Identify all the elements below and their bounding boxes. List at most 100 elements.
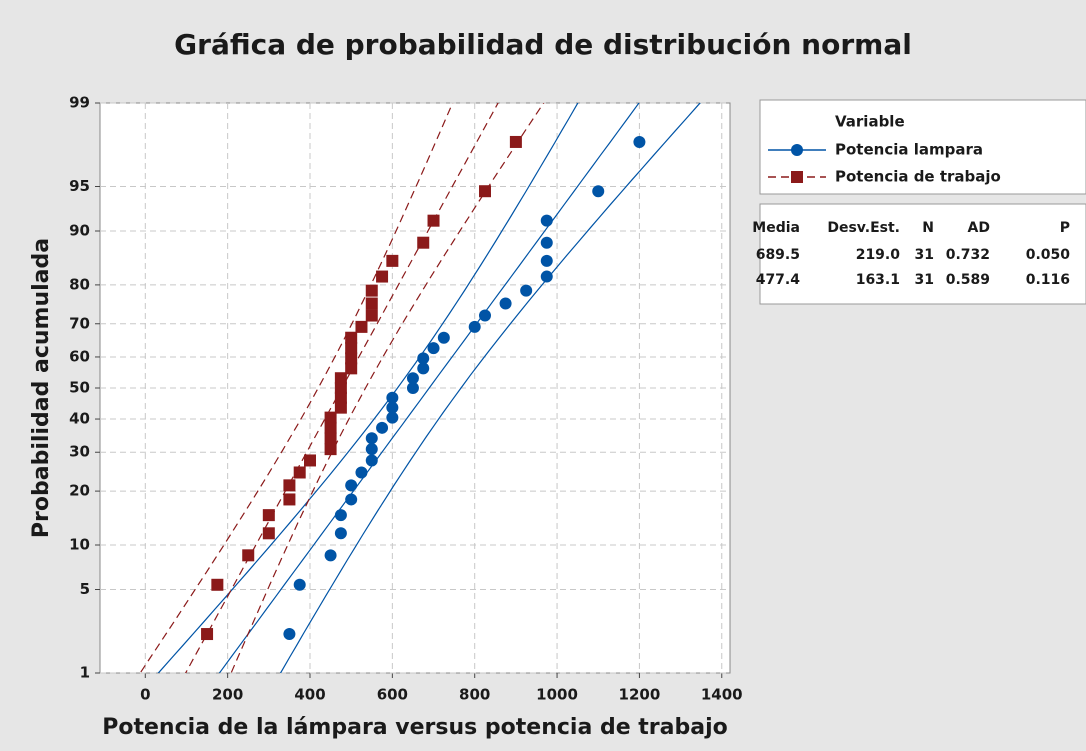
point: [345, 342, 358, 355]
point: [365, 309, 378, 322]
stats-table-box: [759, 203, 1086, 305]
point: [633, 135, 646, 148]
y-tick-label: 99: [69, 94, 90, 112]
table-cell: 0.050: [1026, 247, 1071, 263]
y-tick-label: 40: [69, 410, 90, 428]
point: [365, 443, 378, 456]
table-cell: 0.732: [946, 247, 990, 263]
point: [293, 578, 306, 591]
point: [334, 382, 347, 394]
point: [334, 391, 347, 404]
y-tick-label: 10: [69, 536, 90, 554]
point: [520, 284, 533, 297]
x-tick-label: 1200: [619, 686, 661, 704]
point: [540, 236, 553, 249]
point: [324, 432, 337, 445]
point: [334, 527, 347, 540]
y-tick-label: 50: [69, 379, 90, 397]
point: [509, 135, 522, 148]
y-tick-label: 70: [69, 314, 90, 332]
y-tick-label: 30: [69, 443, 90, 461]
table-cell: 31: [915, 272, 934, 288]
x-tick-label: 0: [140, 686, 150, 704]
table-header: Desv.Est.: [827, 220, 900, 236]
point: [592, 185, 605, 198]
x-tick-label: 200: [212, 686, 243, 704]
x-tick-label: 400: [294, 686, 325, 704]
table-cell: 0.116: [1026, 272, 1070, 288]
legend-label: Potencia lampara: [835, 141, 983, 159]
point: [540, 214, 553, 227]
ci-upper: [279, 103, 701, 673]
legend-marker: [791, 171, 803, 183]
point: [262, 527, 275, 540]
ci-upper: [230, 103, 545, 673]
point: [304, 454, 316, 467]
point: [540, 254, 553, 267]
y-tick-label: 5: [80, 580, 90, 598]
point: [345, 493, 358, 506]
point: [283, 628, 296, 641]
point: [376, 270, 389, 283]
table-cell: 477.4: [756, 272, 801, 288]
point: [365, 454, 378, 467]
point: [334, 401, 347, 414]
point: [468, 320, 481, 333]
point: [324, 421, 337, 434]
point: [479, 185, 491, 198]
table-cell: 689.5: [756, 247, 800, 263]
table-header: N: [922, 220, 934, 236]
chart-title: Gráfica de probabilidad de distribución …: [174, 28, 912, 61]
ci-lower: [139, 103, 454, 673]
point: [499, 297, 512, 310]
point: [386, 411, 399, 424]
legend-box: [759, 99, 1086, 195]
x-tick-label: 600: [377, 686, 408, 704]
legend-title: Variable: [835, 113, 905, 131]
point: [417, 362, 430, 375]
x-tick-label: 800: [459, 686, 490, 704]
point: [355, 320, 368, 333]
point: [427, 214, 440, 227]
point: [417, 352, 430, 365]
point: [376, 421, 389, 434]
y-axis-label: Probabilidad acumulada: [29, 238, 54, 538]
legend-label: Potencia de trabajo: [835, 168, 1001, 186]
y-tick-label: 60: [69, 347, 90, 365]
table-cell: 163.1: [856, 272, 900, 288]
point: [242, 549, 255, 562]
point: [293, 466, 306, 479]
fit-line: [218, 103, 640, 673]
point: [211, 578, 224, 591]
ci-lower: [157, 103, 579, 673]
table-header: AD: [968, 220, 990, 236]
point: [479, 309, 491, 322]
y-tick-label: 80: [69, 275, 90, 293]
table-cell: 31: [915, 247, 934, 263]
y-tick-label: 1: [80, 664, 90, 682]
point: [437, 331, 450, 344]
point: [386, 401, 399, 414]
point: [345, 479, 358, 492]
table-header: P: [1060, 220, 1070, 236]
x-tick-label: 1000: [536, 686, 578, 704]
point: [324, 443, 337, 456]
point: [345, 331, 358, 344]
point: [345, 362, 358, 375]
point: [283, 493, 296, 506]
point: [365, 297, 378, 310]
table-header: Media: [752, 220, 800, 236]
point: [345, 352, 358, 365]
point: [283, 479, 296, 492]
point: [365, 284, 378, 297]
point: [262, 509, 275, 522]
point: [324, 411, 337, 424]
point: [386, 254, 399, 267]
point: [334, 372, 347, 385]
point: [334, 509, 347, 522]
x-axis-label: Potencia de la lámpara versus potencia d…: [102, 715, 728, 740]
point: [365, 432, 378, 445]
point: [406, 382, 419, 394]
y-tick-label: 90: [69, 221, 90, 239]
